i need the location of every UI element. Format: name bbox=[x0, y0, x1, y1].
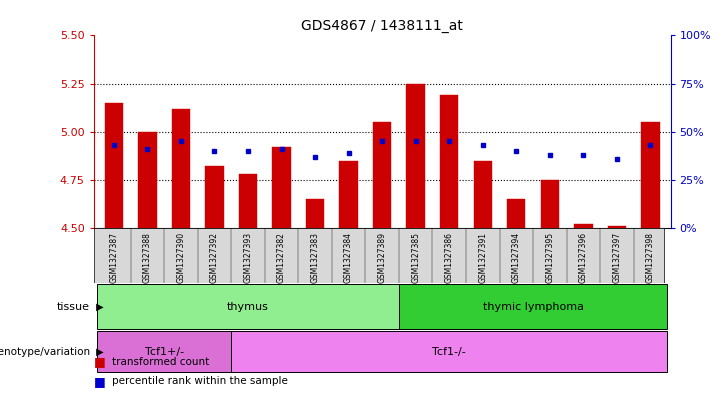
Text: ■: ■ bbox=[94, 375, 105, 388]
Bar bbox=[205, 166, 224, 228]
Text: percentile rank within the sample: percentile rank within the sample bbox=[112, 376, 288, 386]
Text: GSM1327383: GSM1327383 bbox=[311, 232, 319, 283]
Bar bbox=[172, 108, 190, 228]
Bar bbox=[440, 95, 459, 228]
Bar bbox=[574, 224, 593, 228]
Text: ▶: ▶ bbox=[93, 347, 104, 357]
Text: GSM1327389: GSM1327389 bbox=[378, 232, 386, 283]
Text: Tcf1+/-: Tcf1+/- bbox=[145, 347, 184, 357]
Text: transformed count: transformed count bbox=[112, 356, 209, 367]
Bar bbox=[608, 226, 626, 228]
Text: GSM1327384: GSM1327384 bbox=[344, 232, 353, 283]
Bar bbox=[138, 132, 156, 228]
Text: ■: ■ bbox=[94, 355, 105, 368]
Text: GSM1327392: GSM1327392 bbox=[210, 232, 219, 283]
Bar bbox=[273, 147, 291, 228]
Bar bbox=[306, 199, 324, 228]
Bar bbox=[641, 122, 660, 228]
Bar bbox=[373, 122, 392, 228]
Text: GSM1327395: GSM1327395 bbox=[545, 232, 554, 283]
Text: GSM1327390: GSM1327390 bbox=[177, 232, 185, 283]
Bar bbox=[239, 174, 257, 228]
Bar bbox=[474, 161, 492, 228]
Bar bbox=[97, 331, 231, 373]
Text: GSM1327396: GSM1327396 bbox=[579, 232, 588, 283]
Text: thymic lymphoma: thymic lymphoma bbox=[482, 301, 583, 312]
Text: GSM1327393: GSM1327393 bbox=[244, 232, 252, 283]
Text: thymus: thymus bbox=[227, 301, 269, 312]
Text: GSM1327385: GSM1327385 bbox=[411, 232, 420, 283]
Bar bbox=[507, 199, 526, 228]
Bar bbox=[340, 161, 358, 228]
Bar bbox=[231, 331, 667, 373]
Bar bbox=[399, 284, 667, 329]
Text: GSM1327382: GSM1327382 bbox=[277, 232, 286, 283]
Text: Tcf1-/-: Tcf1-/- bbox=[433, 347, 466, 357]
Text: tissue: tissue bbox=[57, 301, 90, 312]
Text: GSM1327387: GSM1327387 bbox=[110, 232, 118, 283]
Text: ▶: ▶ bbox=[93, 301, 104, 312]
Text: GSM1327391: GSM1327391 bbox=[478, 232, 487, 283]
Bar bbox=[105, 103, 123, 228]
Text: GSM1327388: GSM1327388 bbox=[143, 232, 152, 283]
Bar bbox=[97, 284, 399, 329]
Text: GSM1327398: GSM1327398 bbox=[646, 232, 655, 283]
Bar bbox=[541, 180, 559, 228]
Text: GSM1327394: GSM1327394 bbox=[512, 232, 521, 283]
Title: GDS4867 / 1438111_at: GDS4867 / 1438111_at bbox=[301, 19, 463, 33]
Text: genotype/variation: genotype/variation bbox=[0, 347, 90, 357]
Bar bbox=[407, 84, 425, 228]
Text: GSM1327386: GSM1327386 bbox=[445, 232, 454, 283]
Text: GSM1327397: GSM1327397 bbox=[612, 232, 622, 283]
